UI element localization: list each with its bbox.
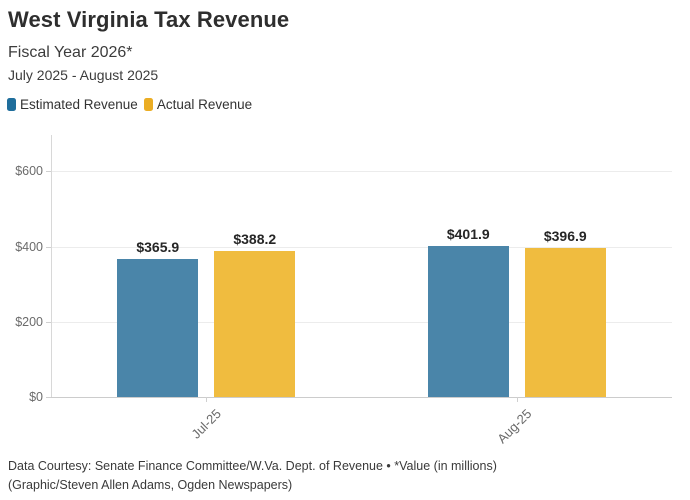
y-axis-tick bbox=[46, 321, 51, 323]
y-axis-tick-label: $600 bbox=[15, 164, 43, 179]
footer-credit: (Graphic/Steven Allen Adams, Ogden Newsp… bbox=[8, 478, 293, 492]
y-axis-tick-label: $400 bbox=[15, 239, 43, 254]
legend: Estimated Revenue Actual Revenue bbox=[7, 97, 252, 112]
x-axis-category-label: Jul-25 bbox=[188, 406, 224, 442]
x-axis-category-label: Aug-25 bbox=[494, 406, 535, 447]
y-axis-tick bbox=[46, 171, 51, 173]
bar-value-label: $365.9 bbox=[136, 239, 180, 256]
bar-value-label: $396.9 bbox=[543, 227, 587, 244]
y-axis-tick-label: $0 bbox=[29, 390, 43, 404]
bar-actual-revenue bbox=[214, 251, 296, 397]
bar-value-label: $388.2 bbox=[233, 231, 277, 248]
legend-item: Estimated Revenue bbox=[7, 97, 138, 112]
y-axis-line bbox=[51, 135, 52, 397]
gridline bbox=[51, 171, 672, 173]
page-title: West Virginia Tax Revenue bbox=[8, 7, 290, 32]
legend-label: Actual Revenue bbox=[156, 97, 253, 112]
bar-value-label: $401.9 bbox=[446, 225, 490, 242]
x-axis-tick bbox=[516, 397, 518, 402]
y-axis-tick bbox=[46, 397, 51, 398]
bar-estimated-revenue bbox=[117, 259, 199, 397]
bar-estimated-revenue bbox=[427, 245, 509, 397]
bar-actual-revenue bbox=[524, 247, 606, 397]
legend-item: Actual Revenue bbox=[143, 97, 253, 112]
chart-subtitle: Fiscal Year 2026* bbox=[8, 44, 133, 61]
legend-swatch-icon bbox=[143, 98, 153, 111]
plot-area: $0 $200 $400 $600 $365.9 $388.2 Jul-25 $401.9 $3… bbox=[15, 135, 672, 447]
gridline bbox=[51, 246, 672, 248]
footer-source: Data Courtesy: Senate Finance Committee/… bbox=[8, 459, 497, 473]
legend-swatch-icon bbox=[7, 98, 16, 111]
legend-label: Estimated Revenue bbox=[20, 97, 138, 112]
chart-date-range: July 2025 - August 2025 bbox=[8, 67, 159, 83]
y-axis-tick-label: $200 bbox=[15, 314, 43, 329]
y-axis-tick bbox=[46, 246, 51, 248]
footer: Data Courtesy: Senate Finance Committee/… bbox=[8, 457, 497, 495]
x-axis-baseline bbox=[51, 397, 672, 398]
x-axis-tick bbox=[206, 397, 208, 402]
gridline bbox=[51, 321, 672, 323]
